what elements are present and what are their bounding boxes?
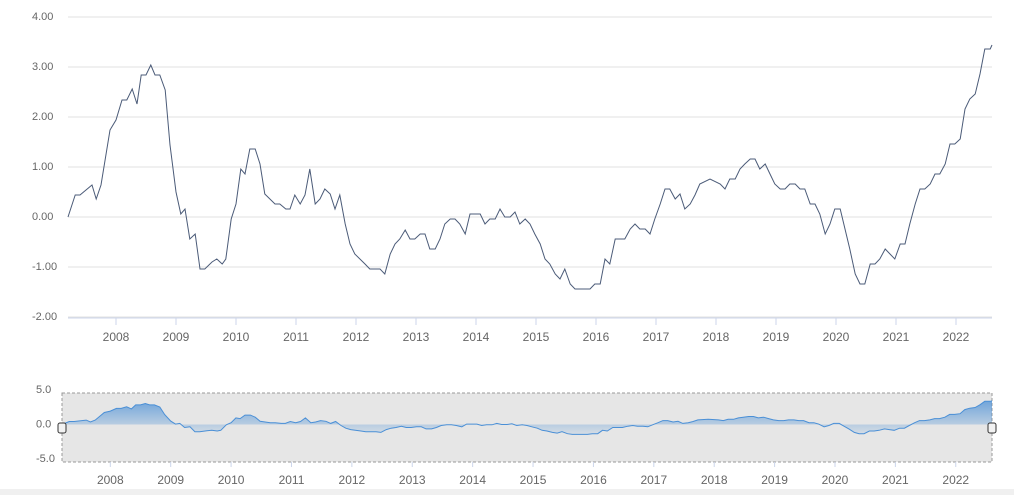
navigator-handle[interactable] [987, 422, 997, 434]
navigator-x-tick-label: 2019 [761, 473, 788, 487]
x-tick-label: 2022 [943, 330, 970, 344]
navigator-handle[interactable] [57, 422, 67, 434]
x-tick-label: 2008 [103, 330, 130, 344]
data-line [67, 44, 993, 290]
navigator-x-tick-label: 2022 [942, 473, 969, 487]
navigator-x-tick-label: 2021 [882, 473, 909, 487]
x-tick-label: 2015 [523, 330, 550, 344]
x-tick-label: 2012 [343, 330, 370, 344]
navigator-x-tick-label: 2008 [97, 473, 124, 487]
navigator-line [61, 400, 993, 435]
x-tick-label: 2010 [223, 330, 250, 344]
y-tick-label: 3.00 [32, 61, 53, 73]
navigator-area [62, 400, 992, 435]
x-tick-label: 2018 [703, 330, 730, 344]
navigator-y-tick-label: 5.0 [36, 384, 51, 396]
x-tick-label: 2019 [763, 330, 790, 344]
x-tick-label: 2021 [883, 330, 910, 344]
x-tick-label: 2014 [463, 330, 490, 344]
navigator-x-tick-label: 2018 [701, 473, 728, 487]
x-tick-label: 2011 [283, 330, 309, 344]
navigator-y-tick-label: 0.0 [36, 418, 51, 430]
navigator-x-tick-label: 2015 [520, 473, 547, 487]
navigator-x-tick-label: 2017 [640, 473, 667, 487]
x-tick-label: 2009 [163, 330, 190, 344]
x-tick-label: 2020 [823, 330, 850, 344]
navigator-x-tick-label: 2012 [339, 473, 366, 487]
navigator-y-tick-label: -5.0 [36, 453, 55, 465]
y-tick-label: 4.00 [32, 11, 53, 23]
navigator-x-tick-label: 2009 [157, 473, 184, 487]
navigator-x-tick-label: 2016 [580, 473, 607, 487]
x-tick-label: 2017 [643, 330, 670, 344]
navigator-x-tick-label: 2013 [399, 473, 426, 487]
y-tick-label: 0.00 [32, 211, 53, 223]
y-tick-label: -1.00 [32, 261, 57, 273]
y-tick-label: 1.00 [32, 161, 53, 173]
navigator-x-tick-label: 2010 [218, 473, 245, 487]
navigator-x-tick-label: 2020 [822, 473, 849, 487]
y-tick-label: -2.00 [32, 311, 57, 323]
y-tick-label: 2.00 [32, 111, 53, 123]
x-tick-label: 2016 [583, 330, 610, 344]
navigator-x-tick-label: 2014 [459, 473, 486, 487]
navigator-x-tick-label: 2011 [279, 473, 305, 487]
bottom-strip [0, 489, 1014, 495]
x-tick-label: 2013 [403, 330, 430, 344]
